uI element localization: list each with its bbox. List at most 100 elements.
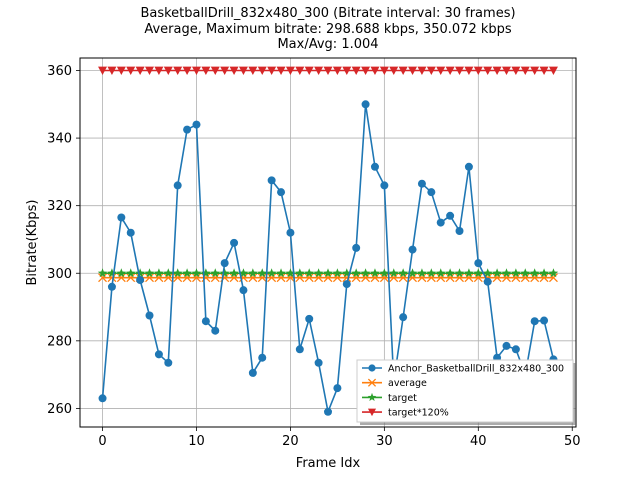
data-point: [492, 273, 502, 283]
data-point: [154, 350, 163, 359]
y-tick-label: 320: [47, 199, 72, 214]
data-point: [407, 268, 418, 278]
data-point: [314, 66, 324, 76]
data-point: [351, 268, 361, 278]
data-point: [145, 273, 154, 283]
y-axis-ticks: 260 280 300 320 340 360: [47, 64, 80, 417]
data-point: [399, 313, 408, 322]
data-point: [502, 341, 511, 350]
data-point: [323, 268, 333, 278]
data-point: [98, 273, 108, 283]
data-point: [305, 314, 314, 323]
data-point: [295, 273, 305, 283]
data-point: [417, 179, 426, 188]
data-point: [351, 273, 361, 283]
data-point: [125, 268, 136, 278]
y-axis-label: Bitrate(Kbps): [25, 200, 40, 286]
data-point: [502, 273, 511, 283]
data-point: [436, 66, 446, 76]
data-point: [464, 273, 474, 283]
data-point: [277, 188, 286, 197]
x-tick-label: 50: [564, 434, 581, 449]
data-point: [313, 268, 324, 278]
data-point: [126, 66, 136, 76]
data-point: [285, 268, 296, 278]
data-point: [417, 273, 427, 283]
data-point: [380, 181, 389, 190]
x-tick-label: 10: [188, 434, 205, 449]
data-point: [435, 268, 446, 278]
data-point: [445, 268, 455, 278]
legend-label: target: [388, 393, 417, 404]
series-layer: [97, 66, 559, 416]
data-point: [154, 273, 164, 283]
chart-title-line-2: Average, Maximum bitrate: 298.688 kbps, …: [144, 22, 512, 37]
data-point: [201, 66, 211, 76]
x-tick-label: 40: [470, 434, 487, 449]
legend-entry: target*120%: [362, 408, 449, 419]
data-point: [163, 273, 173, 283]
data-point: [361, 273, 371, 283]
data-point: [107, 268, 117, 278]
data-point: [398, 66, 408, 76]
data-point: [473, 273, 483, 283]
data-point: [183, 125, 192, 134]
data-point: [164, 358, 173, 367]
data-point: [370, 66, 380, 76]
data-point: [210, 66, 220, 76]
data-point: [464, 268, 474, 278]
data-point: [276, 268, 286, 278]
data-point: [389, 66, 399, 76]
data-point: [333, 384, 342, 393]
data-point: [464, 66, 474, 76]
data-point: [360, 268, 371, 278]
data-point: [342, 280, 351, 289]
data-point: [426, 273, 436, 283]
data-point: [389, 273, 399, 283]
data-point: [276, 66, 286, 76]
data-point: [182, 273, 192, 283]
data-point: [492, 268, 502, 278]
data-point: [116, 66, 126, 76]
data-point: [192, 120, 201, 129]
data-point: [201, 317, 210, 326]
data-point: [220, 66, 230, 76]
legend-label: Anchor_BasketballDrill_832x480_300: [388, 364, 564, 375]
data-point: [258, 353, 267, 362]
data-point: [126, 273, 136, 283]
data-point: [379, 273, 389, 283]
data-point: [173, 273, 183, 283]
data-point: [145, 66, 155, 76]
data-point: [145, 311, 154, 320]
legend: Anchor_BasketballDrill_832x480_300averag…: [356, 359, 576, 425]
data-point: [436, 273, 446, 283]
data-point: [98, 66, 108, 76]
data-point: [285, 66, 295, 76]
data-point: [482, 268, 493, 278]
data-point: [417, 66, 427, 76]
data-point: [220, 259, 229, 268]
chart-title-line-1: BasketballDrill_832x480_300 (Bitrate int…: [140, 6, 515, 21]
data-point: [248, 66, 258, 76]
data-point: [239, 286, 248, 295]
data-point: [135, 66, 145, 76]
data-point: [324, 407, 332, 416]
data-point: [511, 268, 521, 278]
data-point: [548, 66, 558, 76]
x-tick-label: 30: [376, 434, 393, 449]
chart-title-line-3: Max/Avg: 1.004: [277, 37, 378, 52]
data-point: [389, 268, 399, 278]
data-point: [295, 268, 305, 278]
data-point: [408, 66, 418, 76]
series-Anchor_BasketballDrill_832x480_300: [98, 100, 558, 416]
data-point: [445, 273, 455, 283]
legend-label: average: [388, 378, 427, 389]
data-point: [136, 276, 145, 285]
data-point: [408, 245, 417, 254]
data-point: [98, 394, 107, 403]
data-point: [530, 273, 540, 283]
data-point: [539, 268, 549, 278]
x-axis-label: Frame Idx: [296, 456, 361, 471]
